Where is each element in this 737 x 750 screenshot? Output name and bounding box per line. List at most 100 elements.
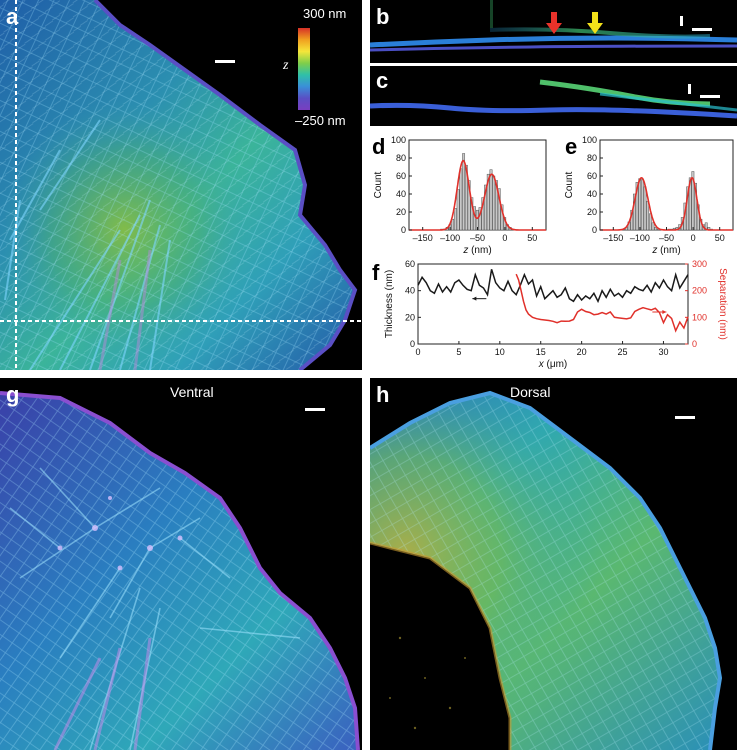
y-tick-label: 80 xyxy=(396,153,406,163)
gaussian-fit-curve xyxy=(600,176,733,231)
gaussian-fit-curve xyxy=(409,159,546,231)
histogram-bar xyxy=(456,189,460,231)
colorbar-top-label: 300 nm xyxy=(303,6,347,21)
y-axis-label-left: Thickness (nm) xyxy=(384,270,395,338)
histogram-bar xyxy=(646,200,650,231)
histogram-bar xyxy=(453,208,457,231)
scale-bar-a xyxy=(215,60,235,63)
y-tick-label: 40 xyxy=(587,189,597,199)
histogram-bar xyxy=(500,204,504,231)
histogram-bar xyxy=(651,222,655,231)
x-tick-label: 0 xyxy=(415,347,420,357)
y-tick-label-left: 60 xyxy=(405,259,415,269)
histogram-d-svg: –150 –100 –50 0 50 0 20 40 60 80 100 z (nm) Count xyxy=(373,135,547,256)
panel-label-e: e xyxy=(565,134,578,159)
histogram-bar xyxy=(470,197,474,231)
y-tick-label: 60 xyxy=(587,171,597,181)
panel-a-microscopy-image: a 300 nm z –250 nm xyxy=(0,0,362,370)
histogram-bar xyxy=(484,184,487,231)
panel-label-c: c xyxy=(376,68,389,93)
x-axis-label: z (nm) xyxy=(462,245,491,256)
panel-d-histogram: d –150 –100 –50 0 50 0 20 40 60 80 100 z (nm) Count xyxy=(370,130,550,256)
histogram-bar xyxy=(497,188,501,231)
histogram-bar xyxy=(635,182,639,231)
panel-g-ventral-image: g Ventral xyxy=(0,378,362,750)
x-tick-label: 30 xyxy=(658,347,668,357)
histogram-bar xyxy=(688,177,692,231)
red-arrow-marker xyxy=(546,12,562,34)
y-tick-label: 40 xyxy=(396,189,406,199)
y-tick-label-left: 0 xyxy=(410,339,415,349)
x-tick-label: 5 xyxy=(456,347,461,357)
y-axis-label: Count xyxy=(564,171,575,198)
y-tick-label: 20 xyxy=(587,207,597,217)
caption-dorsal: Dorsal xyxy=(510,384,551,400)
colorbar-axis-label: z xyxy=(283,58,289,73)
x-tick-label: 50 xyxy=(527,233,537,243)
panel-label-b: b xyxy=(376,4,390,29)
x-tick-label: –50 xyxy=(470,233,485,243)
histogram-bar xyxy=(638,178,642,231)
x-axis-label: x (μm) xyxy=(538,359,568,370)
x-axis-label: z (nm) xyxy=(651,245,680,256)
x-tick-label: –100 xyxy=(440,233,460,243)
yellow-arrow-marker xyxy=(587,12,603,34)
x-tick-label: –50 xyxy=(659,233,674,243)
arrow-head xyxy=(472,296,477,301)
scale-bar-g xyxy=(305,408,325,411)
y-tick-label-right: 100 xyxy=(692,312,707,322)
histogram-bar xyxy=(633,193,636,231)
y-tick-label: 100 xyxy=(582,135,597,145)
y-axis-label-right: Separation (nm) xyxy=(717,268,728,340)
panel-label-f: f xyxy=(372,260,380,285)
y-tick-label-right: 300 xyxy=(692,259,707,269)
histogram-bar xyxy=(486,173,490,231)
x-tick-label: 20 xyxy=(577,347,587,357)
scale-bar-horizontal-b xyxy=(692,28,712,31)
panel-h-dorsal-image: h Dorsal xyxy=(370,378,737,750)
histogram-bar xyxy=(478,207,482,231)
separation-line xyxy=(515,273,689,333)
panel-b-xz-section: b xyxy=(370,0,737,63)
x-tick-label: 15 xyxy=(536,347,546,357)
histogram-bar xyxy=(495,180,498,231)
x-tick-label: 0 xyxy=(691,233,696,243)
x-tick-label: –150 xyxy=(603,233,623,243)
histogram-bar xyxy=(489,169,493,231)
histogram-bar xyxy=(464,164,468,231)
x-tick-label: –150 xyxy=(413,233,433,243)
scale-bar-h xyxy=(675,416,695,419)
y-tick-label: 80 xyxy=(587,153,597,163)
y-tick-label: 0 xyxy=(401,225,406,235)
thickness-line xyxy=(417,269,689,304)
panel-c-xz-section: c xyxy=(370,66,737,126)
x-tick-label: –100 xyxy=(630,233,650,243)
x-tick-label: 10 xyxy=(495,347,505,357)
colorbar xyxy=(298,28,310,110)
histogram-bar xyxy=(694,182,697,231)
histogram-bar xyxy=(481,197,485,231)
x-tick-label: 25 xyxy=(618,347,628,357)
y-tick-label-right: 200 xyxy=(692,286,707,296)
y-tick-label: 20 xyxy=(396,207,406,217)
plot-frame xyxy=(599,139,734,231)
panel-label-h: h xyxy=(376,382,390,407)
histogram-bar xyxy=(467,180,471,231)
panel-f-line-chart: f 0 5 10 15 20 25 30 0 20 40 60 0 100 200 300 x (μm) Thi… xyxy=(370,258,737,378)
histogram-bar xyxy=(654,227,658,231)
y-tick-label-left: 20 xyxy=(405,312,415,322)
x-tick-label: 50 xyxy=(715,233,725,243)
panel-e-histogram: e –150 –100 –50 0 50 0 20 40 60 80 100 z (nm) Count xyxy=(555,130,737,256)
y-tick-label: 0 xyxy=(592,225,597,235)
y-tick-label-left: 40 xyxy=(405,286,415,296)
y-tick-label: 100 xyxy=(391,135,406,145)
histogram-bar xyxy=(492,175,496,231)
panel-label-g: g xyxy=(6,382,20,407)
histogram-bar xyxy=(462,153,466,231)
y-tick-label-right: 0 xyxy=(692,339,697,349)
panel-label-d: d xyxy=(372,134,386,159)
histogram-bar xyxy=(643,186,647,231)
y-axis-label: Count xyxy=(373,171,384,198)
histogram-bar xyxy=(459,168,463,231)
